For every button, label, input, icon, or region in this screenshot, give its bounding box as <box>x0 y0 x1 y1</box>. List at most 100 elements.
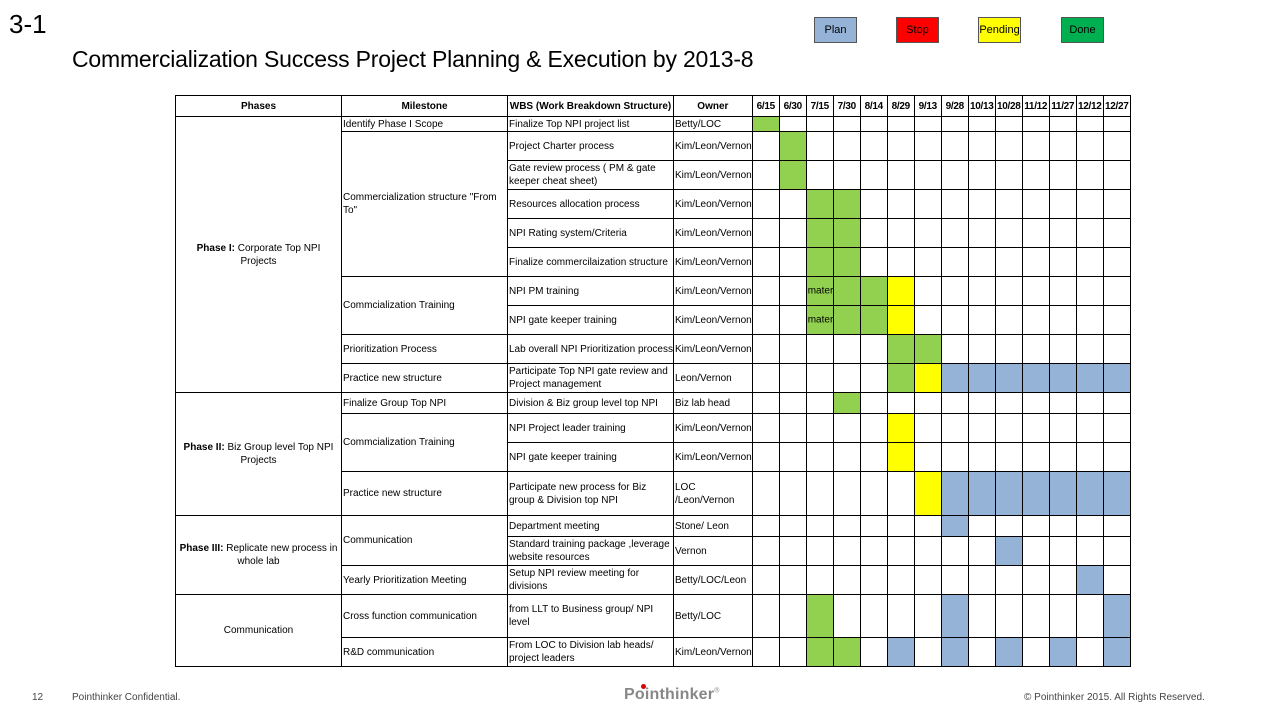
header-wbs: WBS (Work Breakdown Structure) <box>507 95 674 117</box>
legend-stop-label: Stop <box>906 24 929 36</box>
timeline-cell <box>859 594 888 638</box>
timeline-cell <box>778 189 807 219</box>
timeline-cell <box>886 594 915 638</box>
owner-cell: Kim/Leon/Vernon <box>673 218 753 248</box>
timeline-cell <box>1048 413 1077 443</box>
timeline-cell <box>1048 131 1077 161</box>
timeline-cell <box>967 392 996 414</box>
phase-cell: Phase II: Biz Group level Top NPI Projec… <box>175 392 342 516</box>
timeline-cell <box>778 160 807 190</box>
timeline-cell <box>1075 116 1104 132</box>
timeline-cell <box>994 637 1023 667</box>
table-row: Phase II: Biz Group level Top NPI Projec… <box>175 392 1131 516</box>
timeline-cell <box>913 131 942 161</box>
phase-cell: Communication <box>175 594 342 667</box>
timeline-cell <box>1048 637 1077 667</box>
timeline-cell <box>805 594 834 638</box>
timeline-cell <box>940 637 969 667</box>
timeline-cell <box>1021 189 1050 219</box>
logo-registered-mark: ® <box>714 687 720 695</box>
company-logo: Pointhinker® <box>624 684 720 704</box>
timeline-cell <box>778 413 807 443</box>
timeline-cell <box>859 515 888 537</box>
milestone-cell: Yearly Prioritization Meeting <box>341 565 508 595</box>
table-row: Gate review process ( PM & gate keeper c… <box>176 160 1131 190</box>
timeline-cell <box>1048 276 1077 306</box>
table-row: Practice new structure Participate new pr… <box>176 471 1131 516</box>
wbs-cell: From LOC to Division lab heads/ project … <box>507 637 674 667</box>
timeline-cell <box>913 218 942 248</box>
timeline-cell <box>913 334 942 364</box>
timeline-cell <box>967 189 996 219</box>
owner-cell: Kim/Leon/Vernon <box>673 131 753 161</box>
timeline-cell <box>967 218 996 248</box>
timeline-cell <box>994 442 1023 472</box>
owner-cell: Stone/ Leon <box>673 515 753 537</box>
timeline-cell <box>1021 471 1050 516</box>
timeline-cell <box>1102 247 1131 277</box>
wbs-cell: Resources allocation process <box>507 189 674 219</box>
timeline-cell <box>967 334 996 364</box>
timeline-cell <box>778 131 807 161</box>
timeline-cell <box>859 637 888 667</box>
owner-cell: Kim/Leon/Vernon <box>673 413 753 443</box>
timeline-cell <box>1048 363 1077 393</box>
timeline-cell <box>994 247 1023 277</box>
timeline-cell <box>913 363 942 393</box>
timeline-cell <box>886 116 915 132</box>
timeline-cell <box>805 334 834 364</box>
timeline-cell <box>751 413 780 443</box>
timeline-cell <box>886 131 915 161</box>
timeline-cell <box>1021 594 1050 638</box>
timeline-cell <box>1102 160 1131 190</box>
wbs-cell: Gate review process ( PM & gate keeper c… <box>507 160 674 190</box>
timeline-cell <box>967 131 996 161</box>
timeline-cell <box>886 247 915 277</box>
milestone-cell: Commcialization Training <box>341 413 508 472</box>
timeline-cell <box>859 413 888 443</box>
table-row: Yearly Prioritization Meeting Setup NPI r… <box>176 565 1131 595</box>
table-row: NPI gate keeper training Kim/Leon/Vernon m… <box>176 305 1131 335</box>
timeline-cell <box>751 334 780 364</box>
phase-description: Replicate new process in whole lab <box>223 543 338 567</box>
timeline-cell <box>859 131 888 161</box>
timeline-cell <box>805 363 834 393</box>
header-date: 9/28 <box>940 95 969 117</box>
owner-cell: Biz lab head <box>673 392 753 414</box>
timeline-cell <box>805 637 834 667</box>
timeline-cell <box>751 363 780 393</box>
timeline-cell <box>1048 471 1077 516</box>
wbs-cell: NPI PM training <box>507 276 674 306</box>
wbs-cell: NPI gate keeper training <box>507 305 674 335</box>
logo-dot-icon <box>641 684 646 689</box>
table-row: Finalize commercilaization structure Kim/… <box>176 247 1131 277</box>
wbs-cell: Setup NPI review meeting for divisions <box>507 565 674 595</box>
owner-cell: Betty/LOC/Leon <box>673 565 753 595</box>
timeline-cell: material preparing <box>805 276 834 306</box>
owner-cell: Kim/Leon/Vernon <box>673 334 753 364</box>
timeline-cell <box>913 515 942 537</box>
timeline-cell <box>832 515 861 537</box>
timeline-cell <box>751 637 780 667</box>
timeline-cell <box>940 305 969 335</box>
timeline-cell <box>913 471 942 516</box>
milestone-cell: Commercialization structure "From To" <box>341 131 508 277</box>
timeline-cell <box>1048 247 1077 277</box>
timeline-cell <box>778 515 807 537</box>
timeline-cell <box>886 189 915 219</box>
timeline-cell <box>994 471 1023 516</box>
timeline-cell <box>859 276 888 306</box>
wbs-cell: Project Charter process <box>507 131 674 161</box>
timeline-note: material preparing <box>807 285 834 297</box>
timeline-cell <box>967 247 996 277</box>
timeline-cell <box>859 565 888 595</box>
timeline-cell <box>1021 160 1050 190</box>
page-title: Commercialization Success Project Planni… <box>72 46 754 72</box>
timeline-cell <box>886 637 915 667</box>
timeline-cell <box>751 116 780 132</box>
timeline-cell <box>886 334 915 364</box>
timeline-cell <box>751 276 780 306</box>
timeline-cell <box>832 218 861 248</box>
timeline-cell <box>1021 536 1050 566</box>
logo-text: Pointhinker <box>624 686 715 703</box>
